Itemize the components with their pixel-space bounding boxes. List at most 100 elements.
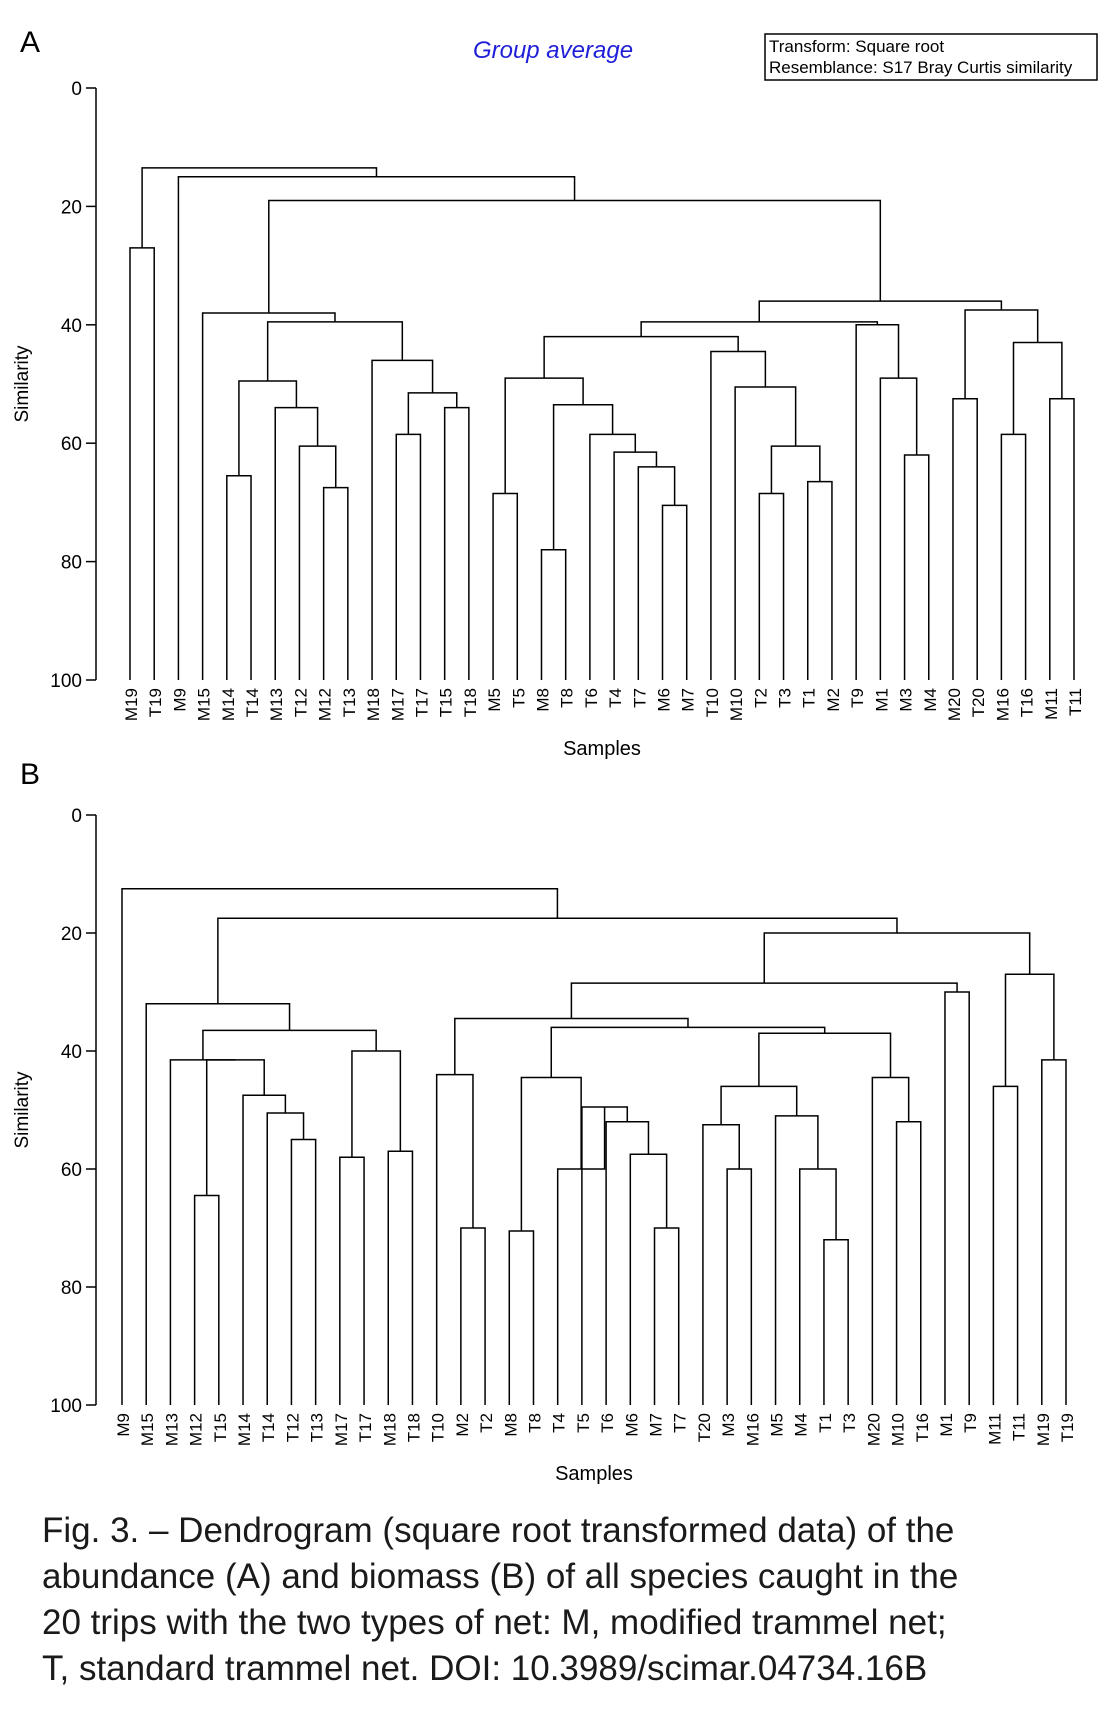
x-axis-label: Samples [555,1463,633,1485]
merge-link-38 [177,176,576,680]
merge-link-35 [1041,1059,1067,1405]
merge-link-38 [217,917,898,1004]
merge-link-23 [770,445,821,494]
merge-link-30 [550,1026,826,1078]
leaf-label-T13: T13 [340,688,359,717]
merge-link-36 [1004,973,1055,1087]
leaf-label-T19: T19 [146,688,165,717]
merge-link-11 [145,1003,291,1405]
leaf-label-M18: M18 [364,688,383,721]
leaf-label-M15: M15 [138,1413,157,1446]
merge-link-8 [443,406,470,680]
merge-link-13 [435,1073,474,1405]
leaf-label-M20: M20 [864,1413,883,1446]
leaf-label-M1: M1 [872,688,891,712]
leaf-label-T9: T9 [961,1413,980,1433]
leaf-label-T6: T6 [582,688,601,708]
merge-link-12 [201,312,336,680]
merge-link-18 [589,433,637,680]
merge-link-12 [460,1227,486,1405]
leaf-label-T8: T8 [558,688,577,708]
caption-line-4: T, standard trammel net. DOI: 10.3989/sc… [42,1649,928,1688]
leaf-label-T7: T7 [630,688,649,708]
merge-link-1 [129,247,155,680]
merge-link-35 [964,309,1039,399]
merge-link-21 [726,1168,753,1405]
merge-link-4 [242,1094,287,1405]
merge-link-22 [806,480,833,680]
leaf-label-M19: M19 [122,688,141,721]
leaf-label-M4: M4 [792,1413,811,1437]
dendrogram-figure: A Group average Transform: Square root Rese… [12,26,1098,1485]
leaf-label-M13: M13 [267,688,286,721]
merge-link-17 [605,1121,650,1405]
leaf-label-M5: M5 [768,1413,787,1437]
merge-link-6 [169,1059,236,1405]
merge-link-27 [903,454,930,680]
leaf-label-M4: M4 [921,688,940,712]
merge-link-17 [613,451,658,680]
y-tick-label-40: 40 [61,1042,82,1063]
leaf-label-T2: T2 [477,1413,496,1433]
dendrogram-panel-A: A Group average Transform: Square root Rese… [12,26,1098,760]
leaf-label-T17: T17 [356,1413,375,1442]
leaf-label-M17: M17 [388,688,407,721]
merge-link-2 [322,486,349,680]
caption-line-2: abundance (A) and biomass (B) of all spe… [42,1557,959,1596]
merge-link-15 [653,1227,680,1405]
leaf-label-M1: M1 [937,1413,956,1437]
merge-link-1 [193,1194,220,1405]
figure-caption: Fig. 3. – Dendrogram (square root transf… [42,1508,1082,1692]
leaf-label-T2: T2 [751,688,770,708]
merge-link-22 [702,1124,740,1405]
leaf-label-T13: T13 [308,1413,327,1442]
leaf-label-T1: T1 [816,1413,835,1433]
merge-link-7 [395,433,422,680]
x-axis-label: Samples [563,738,641,760]
leaf-label-M10: M10 [889,1413,908,1446]
leaf-label-M12: M12 [187,1413,206,1446]
y-tick-label-100: 100 [50,671,82,692]
leaf-label-M19: M19 [1034,1413,1053,1446]
merge-link-10 [371,359,434,680]
dendrogram-panel-B: B 0 20 40 60 80 100 Similarity M9 M15 M13 M12 T15 M14… [12,758,1077,1485]
merge-link-5 [226,475,252,680]
leaf-label-M11: M11 [1042,688,1061,720]
leaf-label-T15: T15 [211,1413,230,1442]
panel-label: A [20,26,40,59]
leaf-label-M12: M12 [316,688,335,721]
leaf-label-M9: M9 [170,688,189,712]
leaf-label-T5: T5 [574,1413,593,1433]
leaf-label-M20: M20 [945,688,964,721]
leaf-label-T12: T12 [283,1413,302,1442]
merge-link-9 [351,1050,402,1158]
merge-link-28 [871,1076,910,1405]
merge-link-34 [992,1085,1019,1405]
leaf-label-M16: M16 [993,688,1012,721]
legend-box [764,33,1098,81]
merge-link-19 [552,403,614,550]
leaf-label-T3: T3 [776,688,795,708]
leaf-label-T6: T6 [598,1413,617,1433]
y-tick-label-80: 80 [61,1278,82,1299]
leaf-label-M11: M11 [985,1413,1004,1445]
leaf-label-T5: T5 [509,688,528,708]
merge-link-16 [637,466,676,680]
merge-link-24 [798,1168,837,1405]
merge-link-20 [504,377,584,494]
merge-link-11 [266,321,404,382]
leaf-label-T9: T9 [848,688,867,708]
leaf-label-T3: T3 [840,1413,859,1433]
leaf-label-T18: T18 [461,688,480,717]
caption-line-3: 20 trips with the two types of net: M, m… [42,1603,947,1642]
leaf-label-T1: T1 [800,688,819,708]
leaf-label-M7: M7 [647,1413,666,1437]
merge-link-30 [640,321,879,337]
leaf-label-T10: T10 [703,688,722,717]
leaf-label-T4: T4 [550,1413,569,1433]
merge-link-28 [879,377,918,680]
leaf-label-M17: M17 [332,1413,351,1446]
leaf-label-T4: T4 [606,688,625,708]
leaf-label-T20: T20 [969,688,988,717]
leaf-label-M14: M14 [235,1413,254,1446]
